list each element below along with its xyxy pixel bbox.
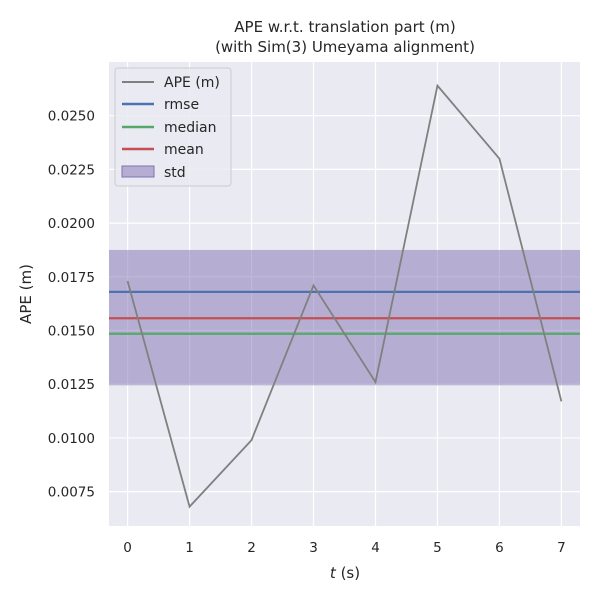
x-tick-label: 6 xyxy=(495,540,504,556)
x-tick-label: 5 xyxy=(433,540,442,556)
y-tick-label: 0.0075 xyxy=(48,485,95,501)
x-tick-label: 0 xyxy=(123,540,132,556)
chart-title-line1: APE w.r.t. translation part (m) xyxy=(234,18,455,36)
y-tick-label: 0.0200 xyxy=(48,216,95,232)
x-tick-label: 2 xyxy=(247,540,256,556)
legend-swatch-std xyxy=(121,165,155,178)
y-tick-label: 0.0250 xyxy=(48,109,95,125)
x-axis-label: t (s) xyxy=(330,564,360,582)
x-tick-label: 1 xyxy=(185,540,194,556)
legend-label-median: median xyxy=(164,120,216,136)
y-tick-label: 0.0125 xyxy=(48,377,95,393)
y-tick-label: 0.0225 xyxy=(48,162,95,178)
legend-box xyxy=(114,67,232,187)
x-axis-ticks: 0 1 2 3 4 5 6 7 xyxy=(123,540,565,556)
x-tick-label: 3 xyxy=(309,540,318,556)
x-axis-label-unit: (s) xyxy=(336,564,360,582)
y-tick-label: 0.0100 xyxy=(48,431,95,447)
y-tick-label: 0.0150 xyxy=(48,324,95,340)
y-axis-ticks: 0.0075 0.0100 0.0125 0.0150 0.0175 0.0200 0.02… xyxy=(48,109,95,501)
x-axis-label-var: t xyxy=(330,564,337,582)
legend-label-ape: APE (m) xyxy=(164,75,220,91)
legend-label-mean: mean xyxy=(164,142,204,158)
legend: APE (m) rmse median mean std xyxy=(114,67,232,187)
x-tick-label: 7 xyxy=(557,540,566,556)
x-tick-label: 4 xyxy=(371,540,380,556)
legend-label-rmse: rmse xyxy=(164,97,199,113)
legend-label-std: std xyxy=(164,165,186,181)
chart-title-line2: (with Sim(3) Umeyama alignment) xyxy=(215,38,475,56)
y-axis-label: APE (m) xyxy=(17,264,35,324)
ape-series-line xyxy=(126,83,563,509)
y-tick-label: 0.0175 xyxy=(48,270,95,286)
